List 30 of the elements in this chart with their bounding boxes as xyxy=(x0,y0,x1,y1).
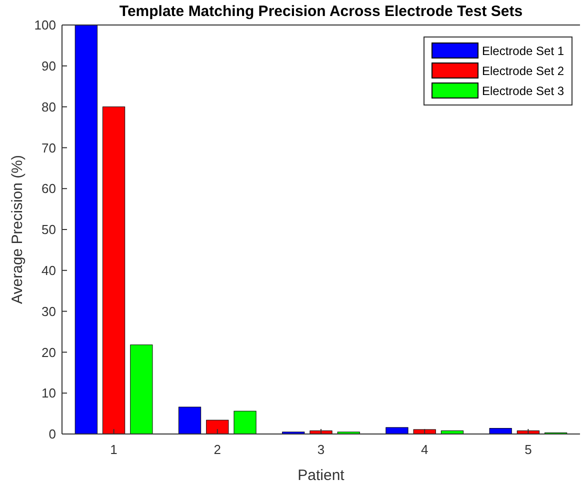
y-tick-label: 80 xyxy=(42,99,56,114)
x-tick-label: 3 xyxy=(317,442,325,457)
y-tick-label: 100 xyxy=(34,18,56,33)
chart-title: Template Matching Precision Across Electrode Test Sets xyxy=(119,3,523,20)
y-tick-label: 10 xyxy=(42,386,56,401)
y-tick-label: 30 xyxy=(42,304,56,319)
bar xyxy=(102,106,126,434)
x-tick-label: 4 xyxy=(420,442,428,457)
bar xyxy=(130,344,153,434)
bar xyxy=(234,410,256,434)
x-tick-label: 5 xyxy=(524,442,532,457)
y-tick-label: 20 xyxy=(42,344,56,360)
legend-label: Electrode Set 3 xyxy=(482,84,564,98)
y-tick-label: 40 xyxy=(42,262,56,278)
bar xyxy=(206,420,229,434)
legend-label: Electrode Set 2 xyxy=(482,64,564,78)
bar xyxy=(178,406,202,434)
bar xyxy=(386,427,408,434)
x-tick-label: 2 xyxy=(214,442,222,457)
y-tick-label: 70 xyxy=(42,140,56,156)
y-tick-label: 0 xyxy=(48,426,56,442)
y-tick-label: 50 xyxy=(42,222,56,238)
x-tick-label: 1 xyxy=(110,442,118,457)
y-tick-label: 90 xyxy=(42,58,56,74)
bar xyxy=(489,428,512,434)
y-axis-title: Average Precision (%) xyxy=(9,155,26,304)
bar xyxy=(74,24,98,434)
x-axis-title: Patient xyxy=(298,467,346,484)
legend-label: Electrode Set 1 xyxy=(482,44,564,58)
y-tick-label: 60 xyxy=(42,181,56,196)
